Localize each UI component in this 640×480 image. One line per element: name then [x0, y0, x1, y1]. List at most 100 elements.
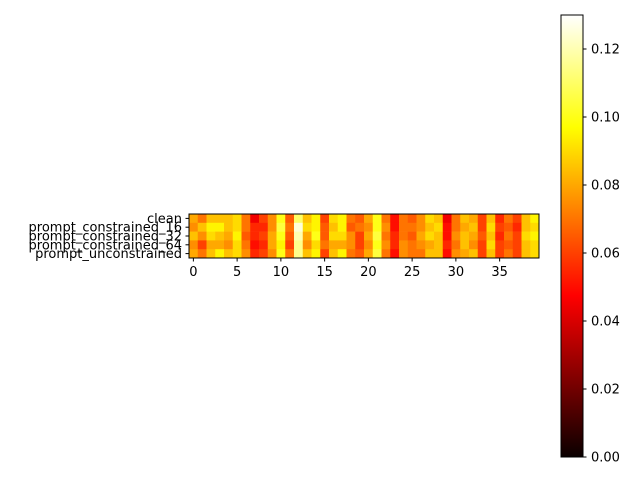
heatmap-cell: [276, 249, 286, 259]
heatmap-cell: [512, 249, 522, 259]
heatmap-cell: [407, 222, 417, 232]
heatmap-cell: [512, 231, 522, 241]
heatmap-cell: [381, 214, 391, 224]
heatmap-cell: [267, 231, 277, 241]
heatmap-cell: [504, 231, 514, 241]
heatmap-cell: [530, 214, 540, 224]
heatmap-cell: [276, 231, 286, 241]
heatmap-cell: [206, 240, 216, 250]
colorbar-tick-label: 0.00: [591, 451, 620, 466]
heatmap-cell: [460, 231, 470, 241]
heatmap-cell: [215, 231, 225, 241]
heatmap-cell: [241, 231, 251, 241]
heatmap-cell: [416, 222, 426, 232]
heatmap-cell: [241, 240, 251, 250]
colorbar-gradient: [560, 14, 584, 458]
heatmap-cell: [451, 222, 461, 232]
heatmap-cell: [232, 214, 242, 224]
heatmap-cell: [381, 249, 391, 259]
heatmap-cell: [329, 214, 339, 224]
x-axis-ticks: 0 5 10 15 20 25 30 35: [189, 258, 508, 280]
heatmap-cell: [486, 249, 496, 259]
heatmap-cell: [460, 214, 470, 224]
heatmap-cell: [486, 222, 496, 232]
heatmap-cell: [189, 231, 199, 241]
heatmap-cell: [372, 214, 382, 224]
heatmap-cell: [434, 240, 444, 250]
heatmap-cell: [495, 231, 505, 241]
heatmap-cell: [425, 214, 435, 224]
heatmap-cell: [311, 240, 321, 250]
heatmap-cell: [477, 231, 487, 241]
heatmap-cell: [434, 249, 444, 259]
heatmap-cell: [399, 249, 409, 259]
heatmap-cell: [320, 214, 330, 224]
heatmap-cell: [267, 249, 277, 259]
heatmap-cell: [250, 249, 260, 259]
heatmap-cell: [372, 240, 382, 250]
x-tick-label: 25: [404, 265, 421, 280]
heatmap-cell: [425, 222, 435, 232]
heatmap-cell: [504, 214, 514, 224]
heatmap-cell: [189, 214, 199, 224]
heatmap-cell: [390, 231, 400, 241]
heatmap-cell: [521, 240, 531, 250]
heatmap-cell: [495, 249, 505, 259]
heatmap-cell: [477, 222, 487, 232]
heatmap-cell: [355, 240, 365, 250]
heatmap-cell: [399, 231, 409, 241]
heatmap-cell: [311, 231, 321, 241]
colorbar-tick-label: 0.08: [591, 179, 620, 194]
heatmap-cell: [486, 240, 496, 250]
x-tick-label: 30: [448, 265, 465, 280]
x-tick-label: 20: [360, 265, 377, 280]
heatmap-cell: [530, 222, 540, 232]
heatmap-cell: [425, 249, 435, 259]
heatmap-cell: [276, 222, 286, 232]
heatmap-cell: [232, 240, 242, 250]
heatmap-cell: [224, 240, 234, 250]
heatmap-cell: [451, 214, 461, 224]
heatmap-cell: [346, 240, 356, 250]
heatmap-cell: [294, 214, 304, 224]
heatmap-cell: [206, 222, 216, 232]
heatmap-cell: [250, 231, 260, 241]
heatmap-cell: [206, 231, 216, 241]
heatmap-cell: [512, 214, 522, 224]
heatmap-cell: [197, 231, 207, 241]
heatmap-cell: [337, 222, 347, 232]
heatmap-cell: [337, 214, 347, 224]
heatmap-cell: [197, 222, 207, 232]
heatmap-cell: [285, 214, 295, 224]
heatmap-cell: [530, 231, 540, 241]
heatmap-cell: [224, 222, 234, 232]
heatmap-cell: [294, 222, 304, 232]
heatmap-cell: [442, 231, 452, 241]
heatmap-cell: [259, 249, 269, 259]
heatmap-cell: [302, 249, 312, 259]
heatmap-cell: [451, 249, 461, 259]
heatmap-cell: [477, 240, 487, 250]
heatmap-cell: [407, 240, 417, 250]
heatmap-cell: [197, 214, 207, 224]
heatmap-cell: [267, 214, 277, 224]
heatmap-cell: [189, 240, 199, 250]
heatmap-cell: [416, 249, 426, 259]
heatmap-cell: [434, 222, 444, 232]
heatmap-cell: [329, 249, 339, 259]
heatmap-cell: [189, 222, 199, 232]
heatmap-cell: [267, 240, 277, 250]
heatmap-cell: [495, 222, 505, 232]
heatmap-cell: [442, 214, 452, 224]
heatmap-cell: [372, 249, 382, 259]
heatmap-cell: [355, 231, 365, 241]
row-label: prompt_constrained_64: [29, 238, 182, 253]
heatmap-cell: [504, 249, 514, 259]
heatmap-cell: [416, 214, 426, 224]
heatmap-cell: [276, 240, 286, 250]
heatmap-cell: [311, 214, 321, 224]
heatmap-cell: [364, 231, 374, 241]
colorbar-tick-label: 0.02: [591, 383, 620, 398]
heatmap-cell: [381, 231, 391, 241]
